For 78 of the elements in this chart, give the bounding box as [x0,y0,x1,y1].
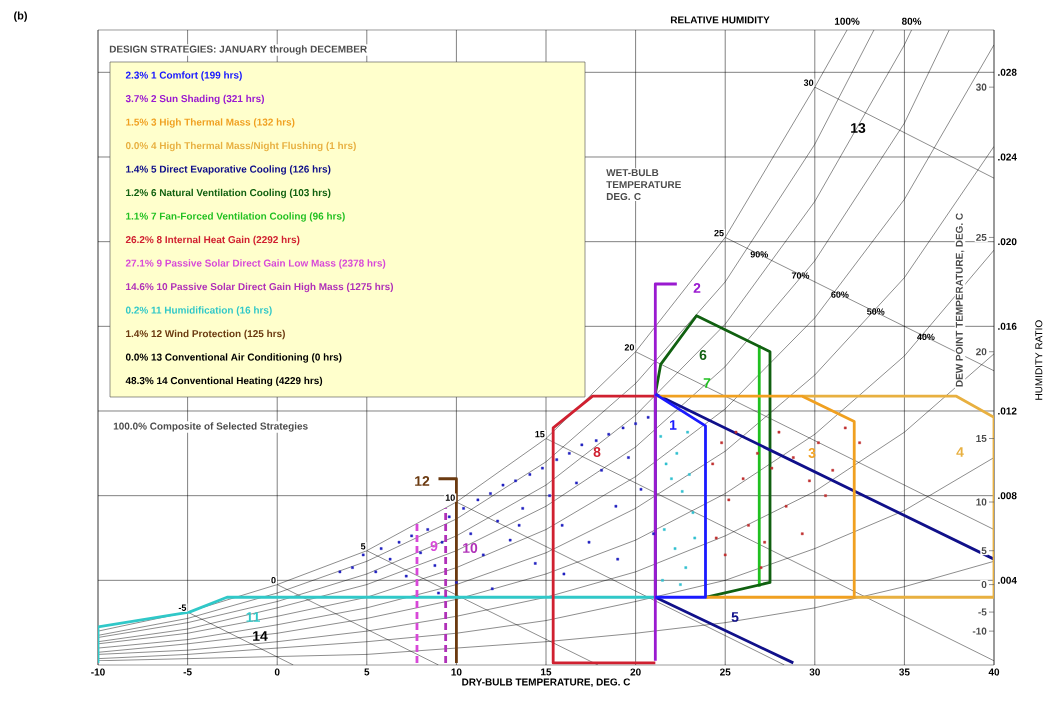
annotation: 25 [714,229,724,237]
annotation: 60% [831,291,849,298]
annotation: 10 [976,498,987,506]
x-tick-label: 20 [630,668,641,676]
annotation: 1 [670,420,677,430]
annotation: 8 [593,447,601,457]
annotation: 5 [360,543,366,550]
text: 3.7% 2 Sun Shading (321 hrs) [125,94,264,105]
x-tick-label: 35 [899,668,910,676]
annotation: 100% [834,17,860,25]
annotation: -5 [178,604,187,611]
annotation: WET-BULB TEMPERATURE DEG. C [606,169,681,201]
text: 0.2% 11 Humidification (16 hrs) [125,306,272,316]
annotation: 11 [246,612,260,622]
y-tick-label: .024 [998,153,1017,161]
x-tick-label: 25 [720,668,731,676]
annotation: 2 [693,283,701,293]
x-tick-label: 40 [988,668,1000,676]
x-tick-label: -5 [183,668,192,676]
y-tick-label: .028 [998,68,1017,76]
text: 26.2% 8 Internal Heat Gain (2292 hrs) [125,235,300,246]
text: RELATIVE HUMIDITY [670,16,770,24]
text: 1.2% 6 Natural Ventilation Cooling (103 hrs) [126,188,331,199]
annotation: 12 [415,476,430,486]
annotation: 6 [699,350,707,360]
annotation: 80% [901,17,922,25]
y-tick-label: .012 [998,407,1017,415]
annotation: 14 [253,631,268,641]
annotation: 15 [976,435,987,442]
text: 1.4% 12 Wind Protection (125 hrs) [126,329,285,340]
annotation: 30 [803,79,814,86]
annotation: 3 [808,448,816,458]
y-axis-title: HUMIDITY RATIO [1035,320,1043,400]
annotation: -10 [972,627,987,635]
text: 14.6% 10 Passive Solar Direct Gain High Mass (1275 hrs) [126,282,394,293]
x-tick-label: 30 [809,668,820,676]
annotation: 20 [624,344,635,351]
annotation: 15 [535,431,545,438]
annotation: 30 [975,83,987,91]
annotation: 5 [731,612,739,622]
text: 1.1% 7 Fan-Forced Ventilation Cooling (96 hrs) [126,212,345,222]
x-tick-label: 15 [541,668,552,676]
annotation: 0.0% 13 Conventional Air Conditioning (0 hrs) [125,353,342,363]
annotation: 9 [430,541,438,551]
annotation: 0 [981,581,987,589]
annotation: 48.3% 14 Conventional Heating (4229 hrs) [125,376,323,387]
chart-subtitle: (b) [14,11,27,22]
y2-axis-title: DEW POINT TEMPERATURE, DEG. C [955,213,965,387]
x-tick-label: 5 [364,668,370,676]
annotation: 10 [463,543,478,553]
annotation: 7 [703,378,711,388]
annotation: 100.0% Composite of Selected Strategies [113,422,308,432]
y-tick-label: .020 [998,238,1017,246]
annotation: 25 [976,233,987,241]
x-tick-label: 0 [274,668,280,676]
y-tick-label: .008 [998,492,1017,500]
annotation: 40% [917,333,935,341]
text: DESIGN STRATEGIES: JANUARY through DECEMBER [109,45,367,55]
annotation: 4 [956,447,964,457]
text: 1.4% 5 Direct Evaporative Cooling (126 hrs) [126,165,331,175]
annotation: 5 [981,547,987,555]
annotation: -5 [978,608,987,616]
y-tick-label: .004 [998,576,1017,584]
text: 1.5% 3 High Thermal Mass (132 hrs) [126,118,295,128]
annotation: 13 [851,123,866,133]
text: 0.0% 4 High Thermal Mass/Night Flushing (1 hrs) [125,141,356,152]
annotation: 90% [750,251,768,258]
text: 27.1% 9 Passive Solar Direct Gain Low Mass (2378 hrs) [125,259,386,269]
annotation: 10 [445,494,455,501]
annotation: 20 [976,348,987,356]
x-tick-label: -10 [91,668,105,676]
x-axis-title: DRY-BULB TEMPERATURE, DEG. C [462,678,631,687]
annotation: 50% [867,308,885,315]
x-tick-label: 10 [451,668,462,676]
annotation: 0 [271,577,276,584]
y-tick-label: .016 [998,322,1017,330]
annotation: 70% [791,272,810,279]
text: 2.3% 1 Comfort (199 hrs) [125,71,242,81]
